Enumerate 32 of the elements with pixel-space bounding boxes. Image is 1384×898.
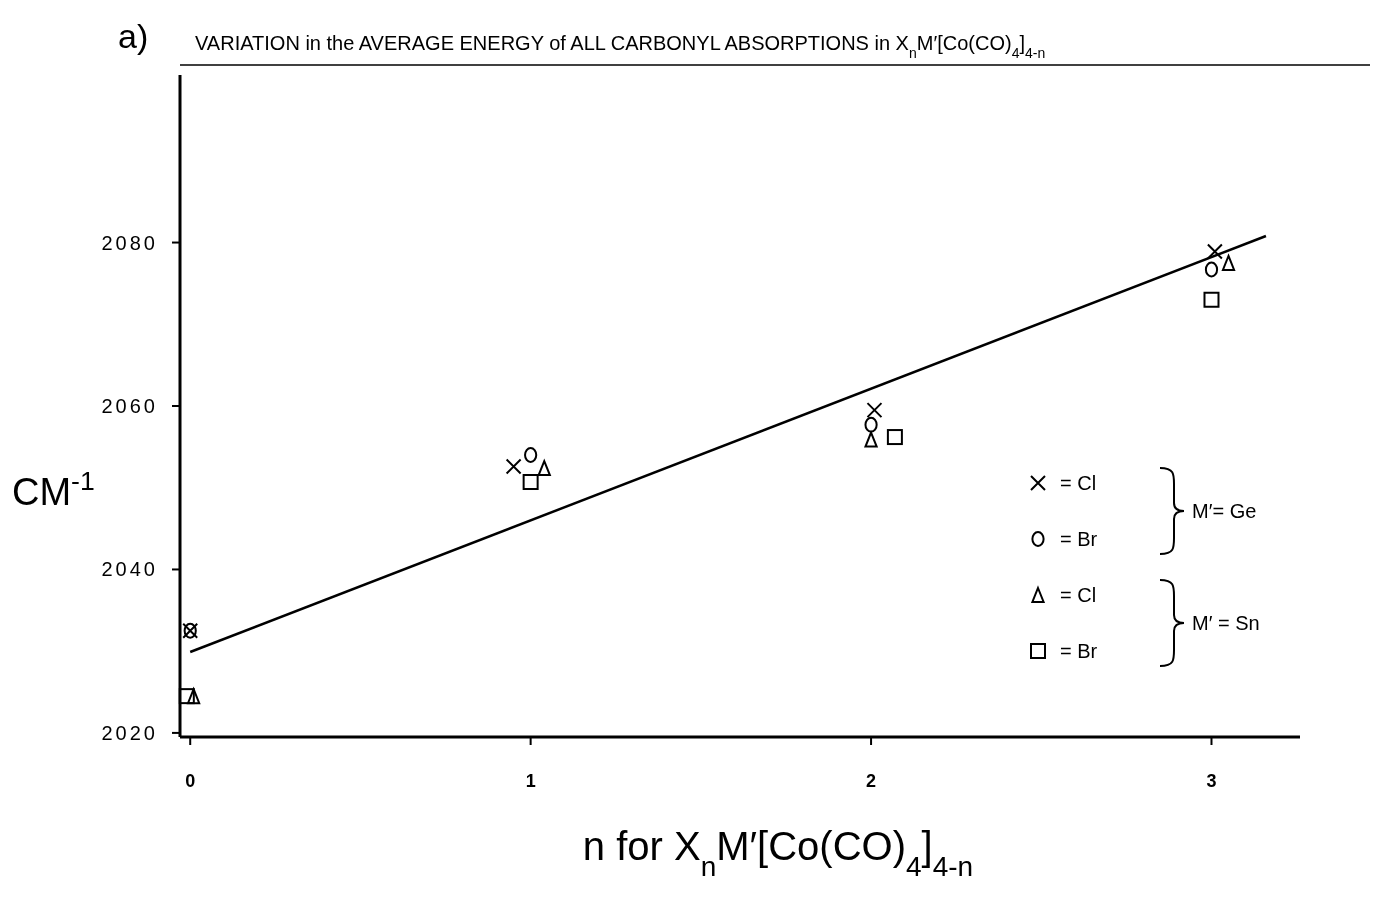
chart-title: VARIATION in the AVERAGE ENERGY of ALL CARBONYL ABSORPTIONS in X$_{n}$M′[Co(CO)$_{4}$]$_{4-n}$ [195,32,1046,61]
point [1204,261,1219,278]
point [178,688,195,705]
x-tick-label: 3 [1206,771,1217,791]
legend-label: = Br [1060,528,1098,550]
legend-label: = Br [1060,640,1098,662]
y-tick-label: 2040 [101,558,158,581]
legend-label: = Cl [1060,472,1097,494]
point [522,474,539,491]
point [864,416,878,433]
x-tick-label: 1 [525,771,536,791]
point [886,429,903,446]
x-tick-label: 0 [185,771,196,791]
point [505,458,522,475]
text: a) [118,17,149,55]
legend-label: = Cl [1060,584,1097,606]
point [187,688,201,705]
x-tick-label: 2 [866,771,877,791]
point [537,460,551,477]
y-axis-title: CM$^{-1}$ [12,466,95,513]
point [864,429,878,448]
point [866,402,883,419]
y-tick-label: 2020 [101,721,158,744]
point [1203,291,1220,308]
y-tick-label: 2060 [101,395,158,417]
annotation: M′ = Sn [1192,612,1260,634]
point [1206,243,1223,260]
x-axis-title: n for X$_{n}$M′[Co(CO)$_{4}$]$_{4-n}$ [582,824,974,882]
point [1221,254,1236,271]
y-tick-label: 2080 [101,231,158,254]
point [524,447,538,464]
annotation: M′= Ge [1192,500,1257,522]
